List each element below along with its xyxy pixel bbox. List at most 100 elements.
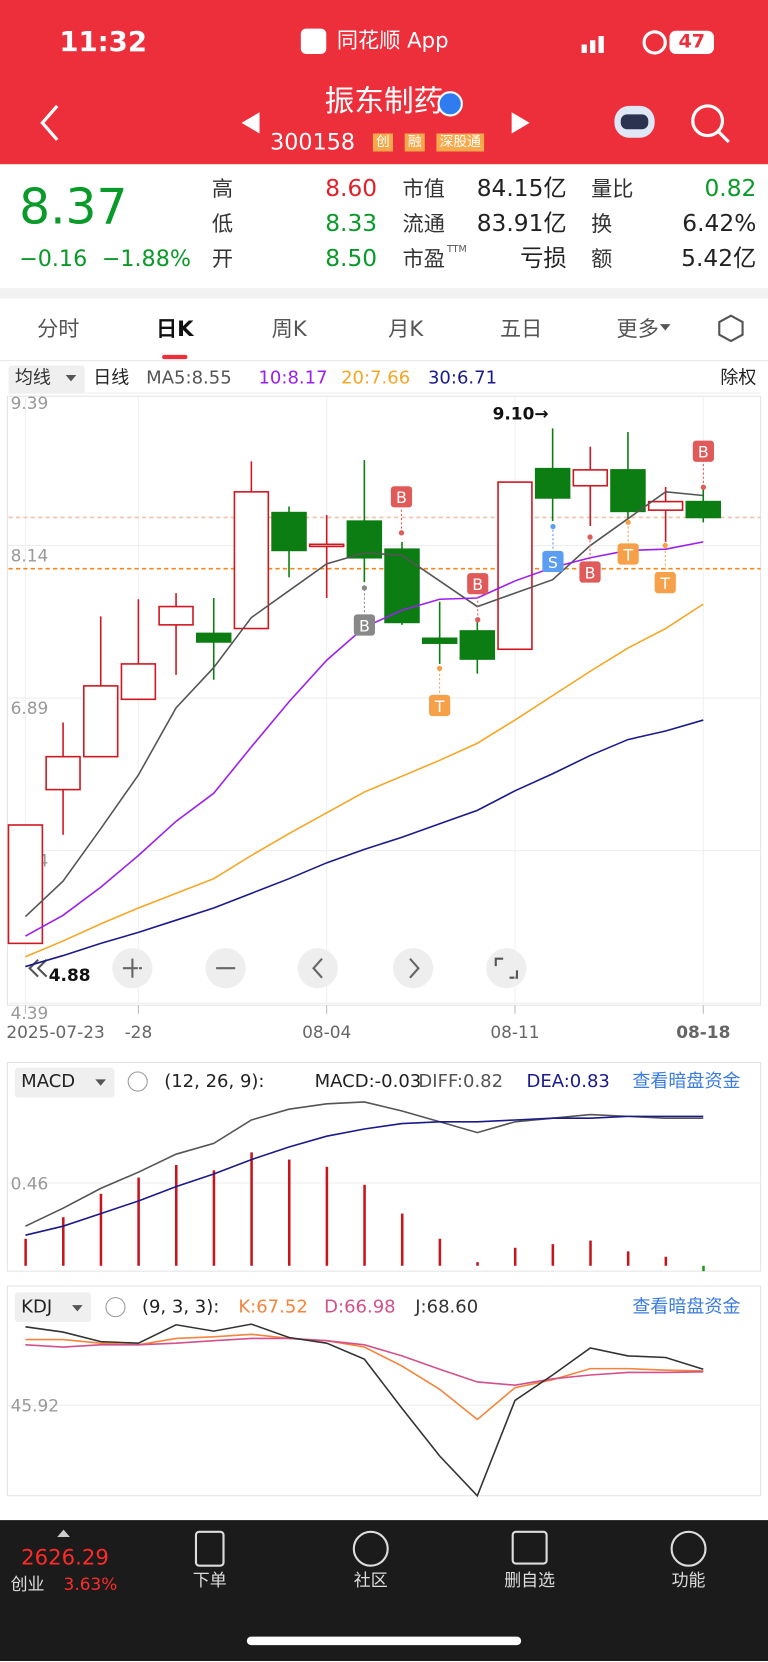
panel-frame (6, 1285, 762, 1497)
index-name: 创业 (10, 1574, 45, 1595)
stock-name[interactable]: 振东制药 (324, 83, 444, 119)
adjust[interactable]: 除权 (720, 367, 757, 389)
y-tick-label: 0.46 (11, 1173, 49, 1193)
candle-body (346, 520, 383, 559)
tab[interactable]: 周K (271, 315, 307, 342)
macd-bar (363, 1184, 366, 1266)
series-line (25, 603, 704, 958)
stat-label: 市盈 (402, 245, 445, 272)
y-tick-label: 4.39 (11, 1003, 49, 1023)
stat-value: 5.42亿 (681, 245, 757, 273)
macd-bar (551, 1244, 555, 1266)
index-arrow (57, 1529, 70, 1538)
kdj-params: (9, 3, 3): (141, 1296, 220, 1318)
change-pct: −1.88% (101, 245, 192, 272)
tag: 创 (372, 133, 394, 152)
macd-bar (664, 1256, 668, 1266)
candle-body (7, 824, 44, 945)
robot (614, 105, 655, 138)
signal-badge (654, 572, 676, 594)
macd-bar (24, 1238, 27, 1266)
signal-dot (475, 617, 481, 623)
stat-label: 流通 (402, 210, 445, 237)
link[interactable]: 查看暗盘资金 (632, 1070, 741, 1093)
macd-params: (12, 26, 9): (164, 1070, 265, 1093)
stat-sup: TTM (447, 244, 467, 256)
app-name: 同花顺 App (336, 27, 449, 53)
legend-item: 30:6.71 (427, 367, 498, 389)
candle-body (195, 632, 232, 643)
annotation: 9.10→ (493, 403, 549, 423)
tab[interactable]: 更多 (616, 315, 659, 342)
candle-body (82, 685, 119, 758)
time: 11:32 (59, 26, 147, 59)
help (127, 1071, 148, 1092)
verified (437, 91, 463, 117)
stat-label: 开 (211, 245, 234, 272)
stat-value: 83.91亿 (476, 210, 567, 238)
series-line (25, 1323, 704, 1498)
tab[interactable]: 月K (388, 315, 424, 342)
ma-button[interactable]: 均线 (14, 367, 51, 389)
y-tick-label: 6.89 (11, 698, 49, 718)
tab[interactable]: 五日 (499, 315, 543, 342)
candle-body (45, 755, 81, 791)
tag: 深股通 (436, 133, 485, 152)
series-line (25, 1115, 704, 1236)
prev[interactable] (241, 112, 260, 134)
signal-label: T (622, 545, 633, 564)
legend-item: K:67.52 (238, 1296, 308, 1318)
y-tick-label: 9.39 (11, 393, 49, 413)
x-tick-label: 08-11 (490, 1022, 539, 1042)
macd-bar (62, 1217, 65, 1266)
nav-item[interactable]: 删自选 (504, 1569, 556, 1591)
tab[interactable]: 分时 (37, 315, 80, 342)
macd-bar (400, 1213, 404, 1266)
signal-dot (662, 542, 668, 549)
macd-bar (476, 1262, 479, 1266)
divider (0, 360, 768, 362)
index-value: 2626.29 (21, 1544, 109, 1570)
nav-item[interactable]: 功能 (671, 1569, 706, 1591)
change: −0.16 (19, 245, 88, 272)
stat-value: 0.82 (704, 175, 757, 203)
macd-bar (438, 1238, 442, 1266)
series-line (25, 719, 704, 968)
nav-icons (194, 1530, 707, 1646)
signal-dot (436, 665, 443, 672)
nav-item[interactable]: 下单 (192, 1569, 227, 1591)
signal-label: T (434, 697, 445, 716)
candle-body (572, 469, 609, 487)
signal-label: B (585, 563, 596, 582)
signal-badge (429, 694, 451, 717)
divider (0, 288, 768, 299)
zoom-controls[interactable] (28, 948, 527, 989)
macd-button-bg[interactable] (14, 1067, 115, 1098)
arrow (65, 374, 77, 382)
arrow (72, 1305, 83, 1312)
legend-item: J:68.60 (415, 1296, 479, 1318)
macd-bar (626, 1251, 630, 1266)
signal-label: B (472, 575, 483, 594)
candle-body (384, 548, 420, 624)
macd-bar (702, 1265, 705, 1272)
macd-title[interactable]: MACD (21, 1070, 76, 1093)
next[interactable] (511, 112, 530, 134)
stat-label: 市值 (402, 175, 445, 202)
signal-dot (398, 530, 405, 536)
kdj-title[interactable]: KDJ (21, 1296, 53, 1318)
stat-value: 84.15亿 (476, 175, 567, 203)
candle-body (271, 511, 307, 552)
signal-label: B (396, 488, 407, 507)
signal-label: S (548, 553, 558, 572)
nav-item[interactable]: 社区 (353, 1569, 388, 1591)
signal (581, 36, 604, 53)
link[interactable]: 查看暗盘资金 (632, 1296, 741, 1318)
tab[interactable]: 日K (155, 315, 194, 342)
candle-body (610, 469, 646, 513)
stat-value: 8.33 (325, 210, 378, 238)
stat-label: 额 (591, 245, 613, 272)
signal-dot (361, 585, 368, 591)
index-pct: 3.63% (63, 1574, 118, 1595)
plot-frame (6, 395, 762, 1006)
